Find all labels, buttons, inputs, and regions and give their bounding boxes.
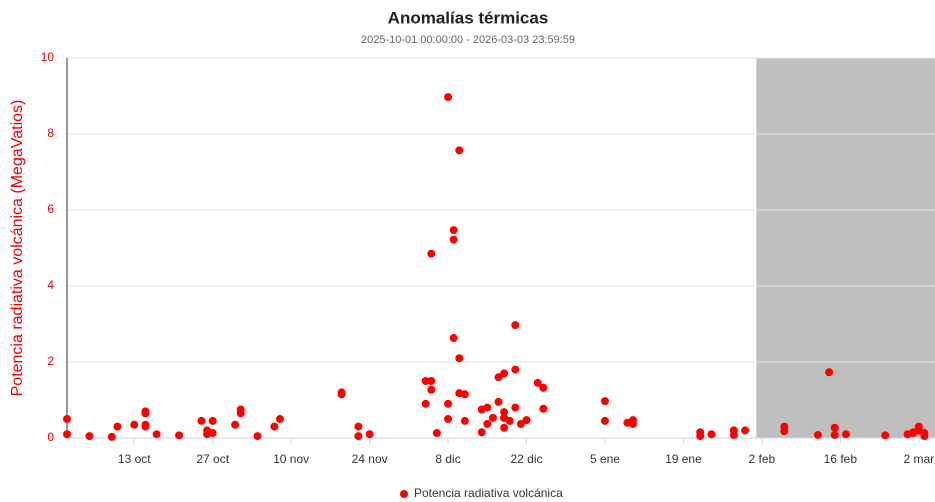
y-tick-label: 10	[41, 50, 55, 64]
data-point	[511, 321, 520, 330]
y-tick-label: 8	[47, 126, 54, 140]
data-point	[197, 416, 206, 425]
data-point	[825, 368, 834, 377]
data-point	[141, 422, 150, 431]
data-point	[107, 432, 116, 441]
data-point	[421, 377, 430, 385]
data-point	[460, 390, 469, 399]
x-tick-label: 13 oct	[118, 452, 151, 466]
data-point	[881, 431, 890, 440]
data-point	[455, 354, 464, 363]
x-tick-label: 8 dic	[435, 452, 460, 466]
x-tick-label: 24 nov	[352, 452, 388, 466]
data-point	[741, 426, 750, 435]
data-point	[628, 419, 637, 428]
data-point	[337, 390, 346, 399]
data-point	[208, 429, 217, 438]
legend-marker	[400, 490, 408, 498]
data-point	[500, 423, 509, 432]
data-point	[449, 235, 458, 244]
data-point	[432, 429, 441, 438]
data-point	[841, 430, 850, 439]
data-point	[477, 428, 486, 437]
data-point	[707, 430, 716, 439]
data-point	[511, 403, 520, 412]
data-point	[483, 403, 492, 412]
data-point	[539, 383, 548, 392]
data-point	[830, 430, 839, 439]
data-point	[600, 416, 609, 425]
data-point	[444, 415, 453, 423]
data-point	[63, 415, 71, 423]
data-point	[455, 146, 464, 155]
data-point	[696, 432, 705, 441]
data-point	[421, 399, 430, 408]
data-point	[236, 409, 245, 418]
data-point	[511, 365, 520, 374]
x-tick-label: 10 nov	[273, 452, 309, 466]
x-tick-label: 2 feb	[749, 452, 776, 466]
data-point	[444, 93, 453, 102]
data-point	[63, 430, 71, 439]
x-tick-label: 2 mar	[903, 452, 934, 466]
data-point	[780, 427, 789, 436]
data-point	[500, 408, 509, 417]
data-point	[427, 385, 436, 394]
data-point	[539, 404, 548, 413]
data-point	[460, 416, 469, 425]
data-point	[444, 399, 453, 408]
legend-label: Potencia radiativa volcánica	[414, 486, 563, 500]
data-point	[427, 249, 436, 258]
data-point	[449, 334, 458, 343]
data-point	[920, 432, 929, 441]
x-tick-label: 19 ene	[665, 452, 702, 466]
data-point	[483, 419, 492, 428]
data-point	[113, 422, 122, 431]
data-point	[505, 416, 514, 425]
data-point	[522, 416, 531, 425]
data-point	[427, 377, 436, 385]
data-point	[85, 432, 94, 441]
shaded-region	[756, 58, 935, 438]
data-point	[141, 407, 150, 416]
chart-subtitle: 2025-10-01 00:00:00 - 2026-03-03 23:59:5…	[361, 34, 575, 46]
data-point	[494, 373, 503, 382]
data-point	[275, 415, 284, 423]
data-point	[830, 423, 839, 432]
data-point	[813, 430, 822, 439]
data-point	[494, 397, 503, 406]
y-tick-label: 6	[47, 202, 54, 216]
data-point	[152, 430, 161, 439]
data-point	[231, 420, 240, 429]
data-point	[253, 432, 262, 441]
x-tick-label: 16 feb	[824, 452, 858, 466]
x-tick-label: 27 oct	[196, 452, 229, 466]
data-point	[729, 430, 738, 439]
data-point	[354, 422, 363, 431]
y-tick-label: 2	[47, 354, 54, 368]
data-point	[516, 419, 525, 428]
data-point	[488, 413, 497, 422]
data-point	[533, 378, 542, 387]
x-tick-label: 22 dic	[511, 452, 543, 466]
data-point	[354, 432, 363, 441]
data-point	[365, 430, 374, 439]
data-point	[270, 422, 279, 431]
x-tick-label: 5 ene	[590, 452, 620, 466]
data-point	[449, 226, 458, 235]
chart-title: Anomalías térmicas	[388, 8, 549, 27]
data-point	[130, 420, 139, 429]
data-point	[500, 369, 509, 378]
data-point	[600, 397, 609, 406]
y-axis-label: Potencia radiativa volcánica (MegaVatios…	[9, 100, 26, 397]
y-tick-label: 4	[47, 278, 54, 292]
data-point	[175, 431, 184, 440]
y-tick-label: 0	[47, 430, 54, 444]
data-point	[208, 416, 217, 425]
